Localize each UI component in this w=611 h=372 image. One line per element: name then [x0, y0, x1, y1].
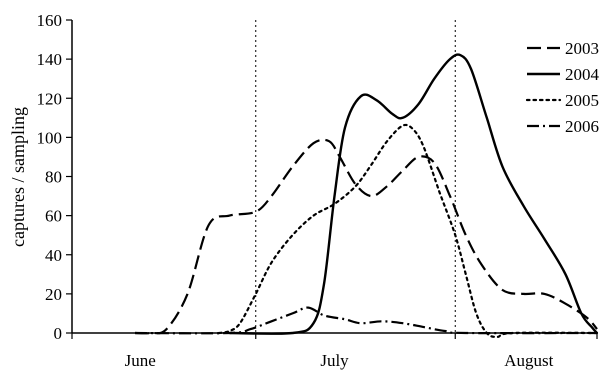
month-dividers — [255, 20, 456, 333]
series-line-2003 — [134, 138, 598, 335]
y-tick-label: 160 — [37, 11, 63, 30]
axes: 0 20 40 60 80 100 120 140 160 June July August — [37, 11, 598, 370]
legend: 2003 2004 2005 2006 — [525, 39, 600, 136]
series-line-2004 — [229, 53, 598, 335]
series-lines — [134, 53, 599, 339]
x-tick-label: July — [320, 351, 349, 370]
y-axis-title: captures / sampling — [8, 107, 28, 247]
legend-label-2003: 2003 — [565, 39, 599, 58]
y-tick-label: 100 — [37, 128, 63, 147]
y-tick-label: 40 — [45, 246, 62, 265]
y-tick-label: 0 — [54, 324, 63, 343]
legend-label-2004: 2004 — [565, 65, 600, 84]
series-line-2005 — [217, 123, 599, 339]
series-line-2006 — [134, 306, 598, 335]
y-tick-label: 80 — [45, 168, 62, 187]
x-tick-label: August — [504, 351, 553, 370]
y-tick-label: 20 — [45, 285, 62, 304]
y-tick-label: 140 — [37, 50, 63, 69]
legend-label-2006: 2006 — [565, 117, 599, 136]
legend-label-2005: 2005 — [565, 91, 599, 110]
y-tick-label: 60 — [45, 207, 62, 226]
x-tick-label: June — [125, 351, 156, 370]
y-tick-label: 120 — [37, 89, 63, 108]
